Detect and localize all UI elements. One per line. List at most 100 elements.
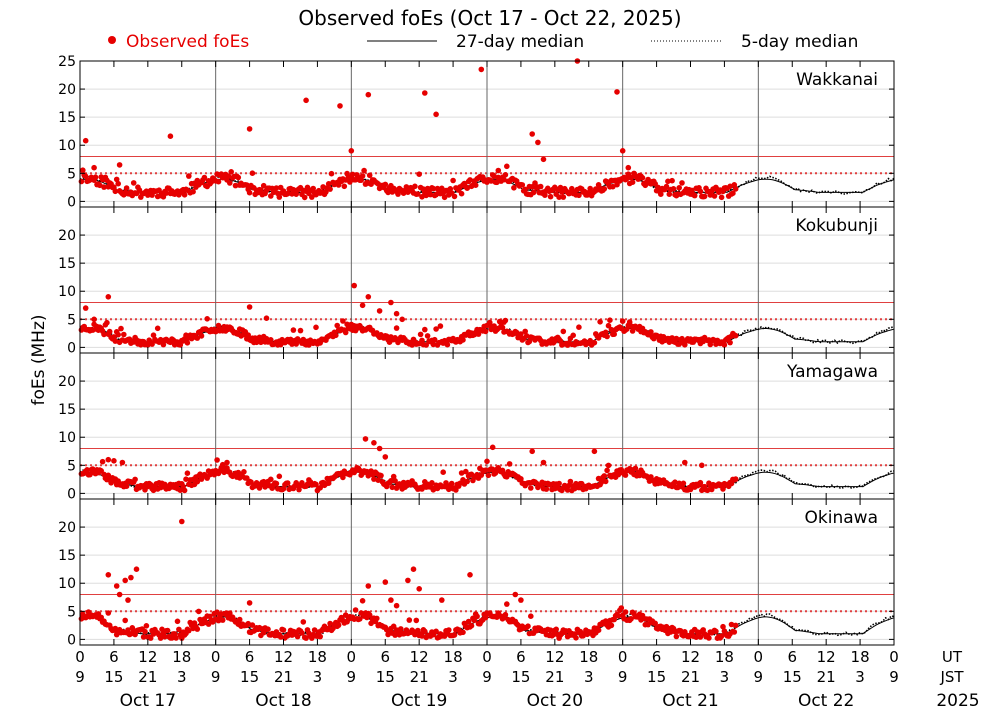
observed-point xyxy=(614,89,620,95)
observed-point xyxy=(236,616,243,623)
observed-point xyxy=(467,572,473,578)
observed-point xyxy=(133,566,140,572)
ut-tick-label: 12 xyxy=(138,648,157,666)
observed-point xyxy=(682,342,688,348)
observed-point xyxy=(474,613,480,620)
observed-point xyxy=(376,308,383,314)
jst-tick-label: 9 xyxy=(889,668,899,686)
y-axis-label: foEs (MHz) xyxy=(29,314,49,405)
observed-point xyxy=(290,327,297,333)
observed-point xyxy=(604,333,610,340)
ut-tick-label: 6 xyxy=(380,648,390,666)
observed-point xyxy=(496,318,503,325)
observed-point xyxy=(194,478,201,485)
y-tick-label: 5 xyxy=(67,458,76,474)
observed-point xyxy=(530,189,537,196)
observed-point xyxy=(340,318,346,324)
observed-point xyxy=(608,622,615,629)
observed-point xyxy=(604,467,610,474)
observed-point xyxy=(219,617,226,623)
jst-tick-label: 15 xyxy=(783,668,802,686)
observed-point xyxy=(682,459,688,466)
observed-point xyxy=(181,487,188,494)
observed-point xyxy=(215,322,222,329)
observed-point xyxy=(720,623,726,630)
ut-tick-label: 18 xyxy=(172,648,191,666)
observed-point xyxy=(123,483,130,490)
observed-point xyxy=(601,186,608,192)
observed-point xyxy=(84,467,90,473)
observed-point xyxy=(598,479,605,485)
y-tick-label: 0 xyxy=(67,194,76,210)
y-tick-label: 20 xyxy=(58,82,76,98)
observed-point xyxy=(309,194,315,200)
observed-point xyxy=(706,635,712,641)
observed-point xyxy=(371,440,377,446)
observed-point xyxy=(720,486,726,492)
observed-point xyxy=(362,436,369,442)
observed-point xyxy=(728,621,735,628)
observed-point xyxy=(547,193,554,200)
panel-wakkanai: 0 5 10 15 20 25 Wakkanai xyxy=(58,54,895,210)
observed-point xyxy=(429,480,435,486)
observed-point xyxy=(405,577,411,584)
observed-point xyxy=(422,628,428,635)
observed-point xyxy=(605,322,612,329)
observed-point xyxy=(458,190,465,197)
observed-point xyxy=(670,186,677,192)
observed-point xyxy=(342,612,349,618)
observed-point xyxy=(119,459,126,466)
observed-point xyxy=(701,193,708,200)
observed-point xyxy=(522,186,528,193)
observed-point xyxy=(478,472,485,478)
observed-point xyxy=(105,472,112,479)
observed-point xyxy=(673,335,680,342)
observed-point xyxy=(334,322,341,329)
observed-point xyxy=(433,111,439,118)
observed-point xyxy=(371,476,377,482)
y-tick-label: 0 xyxy=(67,486,76,502)
observed-point xyxy=(502,172,509,178)
y-tick-label: 5 xyxy=(67,312,76,328)
observed-point xyxy=(556,480,562,487)
observed-point xyxy=(125,627,131,633)
legend-observed-label: Observed foEs xyxy=(126,32,249,52)
observed-point xyxy=(515,622,521,628)
station-name: Okinawa xyxy=(805,508,878,528)
observed-point xyxy=(526,338,533,345)
observed-point xyxy=(186,173,192,179)
jst-tick-label: 9 xyxy=(347,668,357,686)
observed-point xyxy=(499,324,506,331)
observed-point xyxy=(215,617,222,624)
jst-tick-label: 3 xyxy=(855,668,865,686)
y-tick-label: 10 xyxy=(58,284,76,300)
observed-point xyxy=(395,191,401,197)
observed-point xyxy=(149,341,155,347)
observed-point xyxy=(430,185,437,192)
observed-point xyxy=(573,635,579,641)
ut-tick-label: 6 xyxy=(652,648,662,666)
observed-point xyxy=(385,189,391,196)
jst-tick-label: 3 xyxy=(177,668,187,686)
observed-point xyxy=(389,484,396,491)
station-name: Wakkanai xyxy=(796,70,878,90)
y-tick-label: 15 xyxy=(58,402,76,418)
observed-point xyxy=(184,470,191,477)
observed-point xyxy=(487,319,493,326)
observed-point xyxy=(730,190,736,196)
observed-point xyxy=(484,458,490,465)
observed-point xyxy=(106,328,113,335)
observed-point xyxy=(280,627,287,633)
observed-point xyxy=(518,476,524,482)
observed-point xyxy=(150,332,157,339)
observed-point xyxy=(303,97,309,104)
observed-point xyxy=(116,162,123,168)
observed-point xyxy=(464,185,471,191)
observed-point xyxy=(629,328,636,334)
observed-point xyxy=(183,476,189,483)
observed-point xyxy=(341,183,348,190)
observed-point xyxy=(718,194,725,201)
observed-point xyxy=(629,179,636,185)
observed-point xyxy=(680,480,687,487)
observed-point xyxy=(147,635,154,641)
